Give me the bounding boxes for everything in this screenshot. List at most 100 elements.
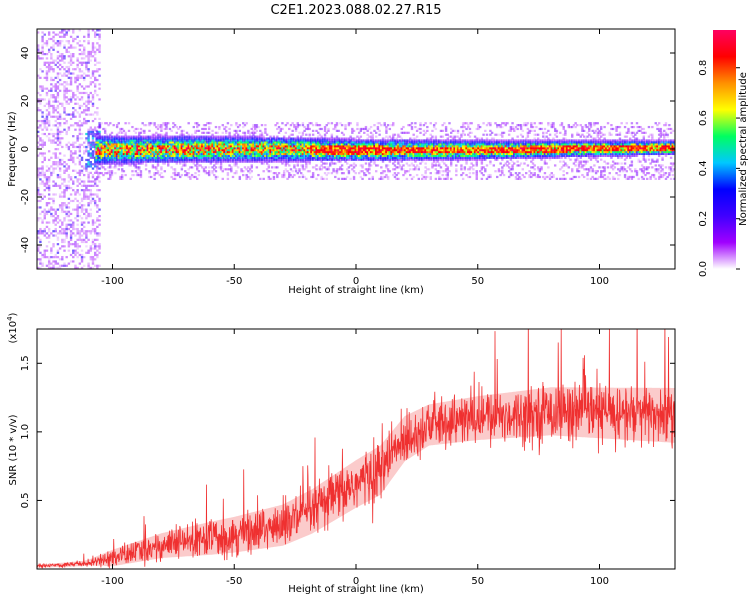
heatmap-cell: [103, 168, 107, 171]
heatmap-cell: [190, 156, 194, 159]
heatmap-cell: [141, 122, 144, 125]
heatmap-cell: [264, 149, 267, 152]
heatmap-cell: [80, 206, 84, 209]
heatmap-cell: [410, 150, 414, 154]
heatmap-cell: [148, 149, 151, 152]
heatmap-cell: [52, 163, 55, 166]
heatmap-cell: [160, 145, 163, 148]
heatmap-cell: [381, 160, 385, 163]
heatmap-cell: [346, 145, 349, 148]
heatmap-cell: [359, 143, 363, 146]
heatmap-cell: [201, 145, 204, 148]
heatmap-cell: [175, 156, 178, 159]
heatmap-cell: [305, 133, 308, 136]
heatmap-cell: [294, 154, 298, 157]
heatmap-cell: [397, 141, 400, 144]
heatmap-cell: [117, 145, 121, 148]
heatmap-cell: [178, 143, 182, 146]
heatmap-cell: [72, 68, 75, 71]
heatmap-cell: [41, 230, 44, 233]
heatmap-cell: [371, 143, 374, 146]
heatmap-cell: [109, 156, 112, 159]
heatmap-cell: [65, 225, 68, 228]
heatmap-cell: [311, 133, 315, 136]
heatmap-cell: [43, 210, 46, 213]
heatmap-cell: [380, 172, 383, 175]
heatmap-cell: [67, 206, 71, 209]
heatmap-cell: [93, 158, 97, 162]
heatmap-cell: [226, 172, 230, 175]
heatmap-cell: [175, 158, 178, 161]
heatmap-cell: [98, 98, 101, 101]
heatmap-cell: [196, 125, 199, 129]
heatmap-cell: [167, 154, 170, 157]
heatmap-cell: [236, 135, 240, 138]
heatmap-cell: [311, 143, 315, 146]
heatmap-cell: [110, 154, 114, 157]
heatmap-cell: [272, 135, 276, 138]
heatmap-cell: [369, 152, 373, 156]
heatmap-cell: [63, 249, 66, 252]
heatmap-cell: [318, 133, 322, 136]
heatmap-cell: [114, 164, 117, 167]
heatmap-cell: [107, 137, 110, 140]
heatmap-cell: [89, 215, 92, 218]
heatmap-cell: [132, 150, 136, 154]
heatmap-cell: [61, 232, 64, 235]
heatmap-cell: [288, 135, 291, 138]
heatmap-cell: [388, 135, 392, 138]
heatmap-cell: [264, 150, 267, 154]
heatmap-cell: [274, 145, 277, 148]
heatmap-cell: [434, 149, 438, 152]
heatmap-cell: [207, 158, 211, 161]
heatmap-cell: [259, 129, 262, 132]
heatmap-cell: [383, 149, 386, 152]
heatmap-cell: [388, 150, 392, 154]
heatmap-cell: [76, 180, 79, 183]
heatmap-cell: [141, 135, 144, 138]
heatmap-cell: [41, 128, 44, 131]
heatmap-cell: [78, 29, 82, 32]
heatmap-cell: [231, 158, 235, 161]
heatmap-cell: [158, 156, 161, 159]
heatmap-cell: [385, 145, 388, 148]
heatmap-cell: [306, 141, 310, 144]
heatmap-cell: [248, 160, 252, 163]
heatmap-cell: [293, 166, 296, 169]
heatmap-cell: [182, 129, 185, 132]
heatmap-cell: [255, 156, 259, 159]
heatmap-cell: [320, 152, 323, 156]
heatmap-cell: [247, 139, 250, 142]
heatmap-cell: [354, 156, 357, 159]
heatmap-cell: [201, 152, 204, 156]
heatmap-cell: [371, 137, 374, 140]
heatmap-cell: [67, 243, 71, 246]
heatmap-cell: [149, 152, 153, 156]
heatmap-cell: [434, 147, 438, 150]
heatmap-cell: [366, 143, 369, 146]
heatmap-cell: [103, 156, 107, 159]
heatmap-cell: [223, 160, 226, 163]
heatmap-cell: [392, 141, 395, 144]
heatmap-cell: [393, 160, 397, 163]
heatmap-cell: [76, 184, 79, 187]
heatmap-cell: [284, 164, 288, 167]
heatmap-cell: [121, 160, 124, 163]
heatmap-cell: [344, 143, 347, 146]
heatmap-cell: [131, 137, 134, 140]
heatmap-cell: [119, 164, 122, 167]
heatmap-cell: [177, 141, 180, 144]
heatmap-cell: [80, 70, 84, 73]
heatmap-cell: [439, 143, 443, 146]
heatmap-cell: [400, 158, 403, 161]
heatmap-cell: [369, 143, 373, 146]
heatmap-cell: [315, 139, 318, 142]
heatmap-cell: [87, 262, 90, 265]
heatmap-cell: [426, 152, 429, 156]
heatmap-cell: [403, 158, 407, 161]
heatmap-cell: [313, 152, 317, 156]
heatmap-cell: [114, 141, 117, 144]
heatmap-cell: [58, 141, 62, 144]
heatmap-cell: [115, 150, 119, 154]
heatmap-cell: [182, 147, 185, 150]
